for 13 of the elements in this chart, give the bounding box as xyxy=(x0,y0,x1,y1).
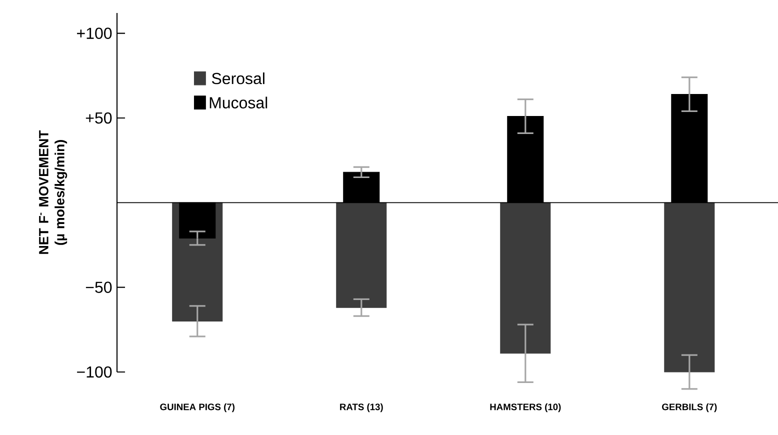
y-tick-label: +50 xyxy=(86,112,112,124)
bar xyxy=(664,202,715,372)
legend-label: Serosal xyxy=(212,72,264,84)
y-tick-label: −100 xyxy=(77,366,112,378)
y-tick-label: +100 xyxy=(77,28,112,39)
bar xyxy=(500,202,551,354)
bar xyxy=(336,202,387,308)
x-tick-label: GERBILS (7) xyxy=(662,403,717,412)
y-tick-label: −50 xyxy=(86,282,112,293)
x-tick-label: HAMSTERS (10) xyxy=(490,403,561,412)
legend-label: Mucosal xyxy=(210,96,268,108)
x-tick-label: RATS (13) xyxy=(340,403,383,412)
x-tick-label: GUINEA PIGS (7) xyxy=(160,403,234,412)
